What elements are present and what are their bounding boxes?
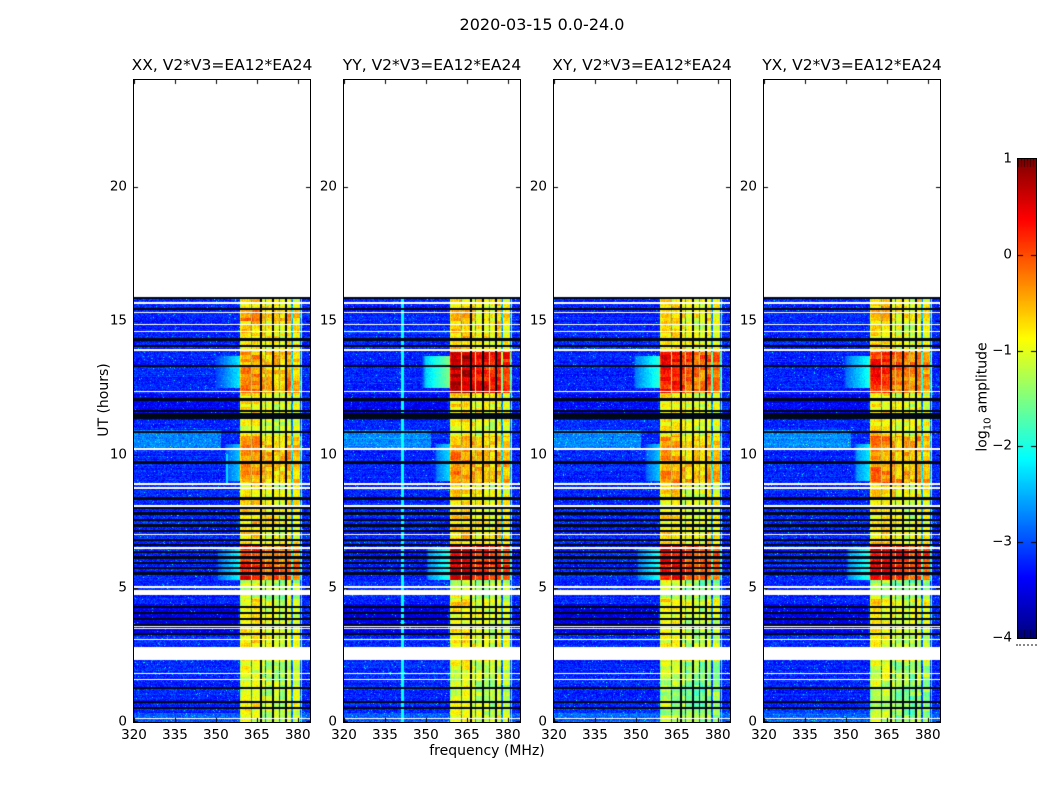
y-tick-label: 10: [109, 445, 127, 462]
x-tick-label: 365: [663, 727, 690, 743]
y-tick-label: 20: [319, 178, 337, 195]
y-tick-label: 15: [739, 312, 757, 328]
y-tick-label: 5: [748, 579, 757, 596]
colorbar-tick-label: 0: [1003, 246, 1012, 263]
y-tick-label: 0: [328, 713, 337, 730]
colorbar-tick-label: −3: [992, 533, 1012, 550]
y-tick-label: 0: [748, 713, 757, 730]
panel-title: XY, V2*V3=EA12*EA24: [552, 56, 732, 74]
y-tick-label: 15: [529, 312, 547, 328]
spectrogram-canvas-XY: [554, 80, 730, 722]
y-tick-label: 5: [328, 579, 337, 596]
panel-title: YY, V2*V3=EA12*EA24: [342, 56, 522, 74]
x-tick-label: 320: [541, 727, 567, 743]
spectrogram-canvas-YY: [344, 80, 520, 722]
y-axis-label: UT (hours): [96, 363, 112, 437]
colorbar-label-sub: 10: [982, 417, 994, 431]
colorbar-tick-label: −1: [992, 341, 1012, 358]
x-tick-label: 320: [751, 727, 777, 743]
y-tick-label: 0: [118, 713, 127, 730]
colorbar-label-prefix: log: [974, 430, 991, 452]
x-tick-label: 335: [162, 727, 188, 743]
panel-YX: YX, V2*V3=EA12*EA24 320 335 350 365 380 0 5 10 1…: [740, 56, 942, 742]
colorbar-tick-label: 1: [1003, 150, 1012, 167]
colorbar-label-suffix: amplitude: [974, 342, 991, 418]
x-tick-label: 350: [412, 727, 439, 743]
spectrogram-canvas-XX: [134, 80, 310, 722]
x-tick-label: 350: [832, 727, 859, 743]
x-tick-label: 380: [494, 727, 521, 743]
y-tick-label: 20: [529, 178, 547, 195]
y-tick-label: 15: [109, 312, 127, 328]
spectrogram-canvas-YX: [764, 80, 940, 722]
figure-title: 2020-03-15 0.0-24.0: [459, 15, 625, 34]
x-tick-label: 335: [582, 727, 608, 743]
x-tick-label: 350: [622, 727, 649, 743]
colorbar-tick-label: −2: [992, 437, 1012, 454]
y-tick-label: 5: [118, 579, 127, 596]
x-tick-label: 335: [372, 727, 398, 743]
colorbar-tick-label: −4: [992, 629, 1012, 646]
y-tick-label: 20: [739, 178, 757, 195]
x-tick-label: 335: [792, 727, 818, 743]
y-tick-label: 10: [319, 445, 337, 462]
x-tick-label: 380: [914, 727, 941, 743]
colorbar-underflow-dots: [1016, 644, 1037, 646]
y-tick-label: 20: [109, 178, 127, 195]
panel-YY: YY, V2*V3=EA12*EA24 320 335 350 365 380 0 5 10 1…: [320, 56, 521, 742]
x-axis-label: frequency (MHz): [429, 743, 545, 759]
x-tick-label: 365: [453, 727, 480, 743]
panel-XX: XX, V2*V3=EA12*EA24 320 335 350 365 380 0 5 10 1…: [110, 56, 313, 742]
colorbar: 1 0 −1 −2 −3 −4: [992, 152, 1037, 644]
panel-title: YX, V2*V3=EA12*EA24: [762, 56, 942, 74]
x-tick-label: 320: [121, 727, 147, 743]
colorbar-canvas: [1018, 159, 1036, 638]
colorbar-label: log10 amplitude: [975, 342, 994, 451]
x-tick-label: 365: [873, 727, 900, 743]
panel-title: XX, V2*V3=EA12*EA24: [131, 56, 313, 74]
y-tick-label: 10: [739, 445, 757, 462]
x-tick-label: 380: [704, 727, 731, 743]
y-tick-label: 5: [538, 579, 547, 596]
y-tick-label: 15: [319, 312, 337, 328]
x-tick-label: 320: [331, 727, 357, 743]
y-tick-label: 10: [529, 445, 547, 462]
x-tick-label: 350: [202, 727, 229, 743]
panel-XY: XY, V2*V3=EA12*EA24 320 335 350 365 380 0 5 10 1…: [530, 56, 732, 742]
x-tick-label: 380: [284, 727, 311, 743]
x-tick-label: 365: [243, 727, 270, 743]
y-tick-label: 0: [538, 713, 547, 730]
